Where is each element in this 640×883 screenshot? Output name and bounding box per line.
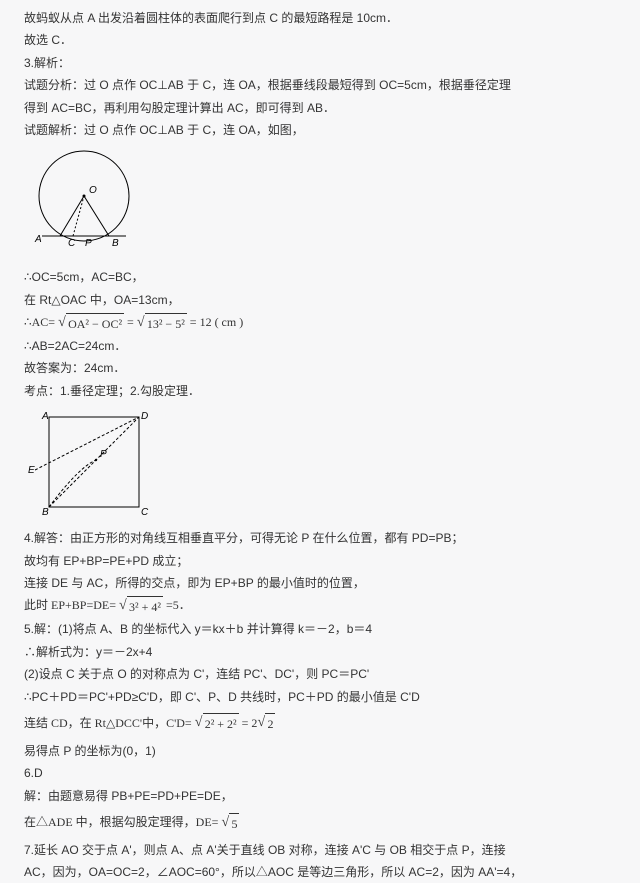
top-line-2: 故选 C． bbox=[24, 30, 616, 50]
p3-after5: 考点：1.垂径定理；2.勾股定理． bbox=[24, 381, 616, 401]
p3-eq-suffix: = 12 ( cm ) bbox=[190, 315, 243, 329]
p3-head: 3.解析： bbox=[24, 53, 616, 73]
p5-eq-body2: 2 bbox=[265, 713, 275, 734]
fig2-ld: D bbox=[141, 411, 148, 422]
p5-l1: 5.解：(1)将点 A、B 的坐标代入 y＝kx＋b 并计算得 k＝－2，b＝4 bbox=[24, 619, 616, 639]
p6-eq-body: 5 bbox=[229, 813, 239, 834]
p4-l2: 故均有 EP+BP=PE+PD 成立； bbox=[24, 551, 616, 571]
p3-eq-mid: = bbox=[127, 315, 137, 329]
p4-eq-prefix: 此时 EP+BP=DE= bbox=[24, 598, 116, 612]
p5-eq: 连结 CD，在 Rt△DCC'中，C'D= 2² + 2² = 2 2 bbox=[24, 713, 616, 735]
p3-after2: 在 Rt△OAC 中，OA=13cm， bbox=[24, 290, 616, 310]
fig2-lp: P bbox=[100, 449, 107, 460]
p6-head: 6.D bbox=[24, 763, 616, 783]
p3-after1: ∴OC=5cm，AC=BC， bbox=[24, 267, 616, 287]
fig1-label-a: A bbox=[34, 234, 42, 245]
p3-l2: 得到 AC=BC，再利用勾股定理计算出 AC，即可得到 AB． bbox=[24, 98, 616, 118]
fig2-le: E bbox=[28, 465, 35, 476]
p5-eq-body: 2² + 2² bbox=[203, 713, 239, 734]
p4-eq-suffix: =5． bbox=[166, 598, 191, 612]
p5-l2: ∴解析式为：y＝－2x+4 bbox=[24, 642, 616, 662]
fig1-label-o: O bbox=[89, 185, 97, 196]
p7-l1: 7.延长 AO 交于点 A'，则点 A、点 A'关于直线 OB 对称，连接 A'… bbox=[24, 840, 616, 860]
fig1-label-c: C bbox=[68, 238, 76, 249]
p3-l3: 试题解析：过 O 点作 OC⊥AB 于 C，连 OA，如图， bbox=[24, 120, 616, 140]
p5-l3: (2)设点 C 关于点 O 的对称点为 C'，连结 PC'、DC'，则 PC＝P… bbox=[24, 664, 616, 684]
p4-l1: 4.解答：由正方形的对角线互相垂直平分，可得无论 P 在什么位置，都有 PD=P… bbox=[24, 528, 616, 548]
p5-l4: ∴PC＋PD＝PC'+PD≥C'D，即 C'、P、D 共线时，PC＋PD 的最小… bbox=[24, 687, 616, 707]
p5-l5: 易得点 P 的坐标为(0，1) bbox=[24, 741, 616, 761]
fig2-la: A bbox=[41, 411, 49, 422]
figure-square: A D B C E P bbox=[24, 407, 616, 522]
p6-eq-prefix: 在△ADE 中，根据勾股定理得，DE= bbox=[24, 815, 218, 829]
p3-eq-b1: OA² − OC² bbox=[66, 313, 124, 334]
top-line-1: 故蚂蚁从点 A 出发沿着圆柱体的表面爬行到点 C 的最短路程是 10cm． bbox=[24, 8, 616, 28]
p3-eq-b2: 13² − 5² bbox=[145, 313, 187, 334]
p7-l2: AC，因为，OA=OC=2，∠AOC=60°，所以△AOC 是等边三角形，所以 … bbox=[24, 862, 616, 882]
p4-eq: 此时 EP+BP=DE= 3² + 4² =5． bbox=[24, 595, 616, 617]
p3-eq-prefix: ∴AC= bbox=[24, 315, 55, 329]
figure-circle: O A C P B bbox=[24, 146, 616, 261]
p5-eq-mid: = 2 bbox=[242, 716, 258, 730]
p4-eq-body: 3² + 4² bbox=[127, 596, 163, 617]
p3-eq: ∴AC= OA² − OC² = 13² − 5² = 12 ( cm ) bbox=[24, 312, 616, 334]
p5-eq-prefix: 连结 CD，在 Rt△DCC'中，C'D= bbox=[24, 716, 192, 730]
p3-after3: ∴AB=2AC=24cm． bbox=[24, 336, 616, 356]
fig2-lb: B bbox=[42, 507, 49, 518]
p6-l1: 解：由题意易得 PB+PE=PD+PE=DE， bbox=[24, 786, 616, 806]
p4-l3: 连接 DE 与 AC，所得的交点，即为 EP+BP 的最小值时的位置， bbox=[24, 573, 616, 593]
fig1-label-p: P bbox=[85, 238, 92, 249]
p3-l1: 试题分析：过 O 点作 OC⊥AB 于 C，连 OA，根据垂线段最短得到 OC=… bbox=[24, 75, 616, 95]
p3-after4: 故答案为：24cm． bbox=[24, 358, 616, 378]
p6-eq: 在△ADE 中，根据勾股定理得，DE= 5 bbox=[24, 812, 616, 834]
fig2-lc: C bbox=[141, 507, 149, 518]
fig1-label-b: B bbox=[112, 238, 119, 249]
